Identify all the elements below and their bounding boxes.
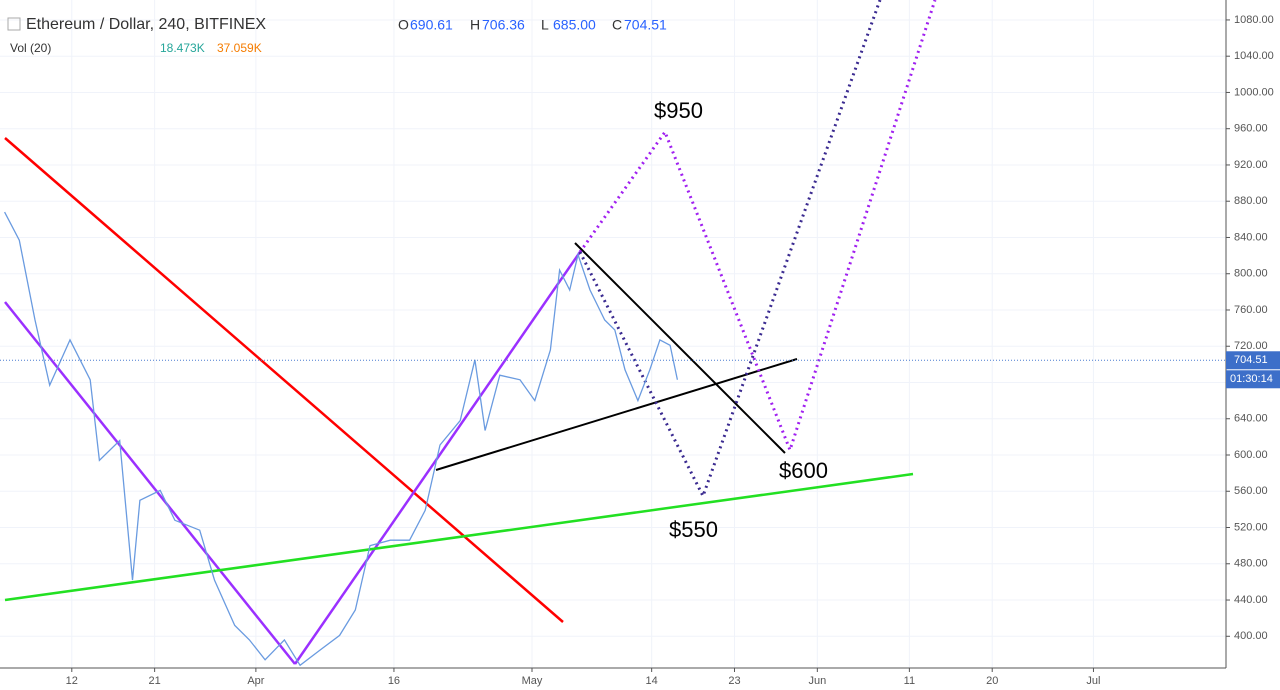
ohlc-label: C [612,17,622,33]
y-tick-label: 480.00 [1234,558,1268,570]
symbol: Ethereum / Dollar, 240, BITFINEX [26,16,266,33]
y-tick-label: 1040.00 [1234,50,1274,62]
y-tick-label: 920.00 [1234,159,1268,171]
y-tick-label: 440.00 [1234,594,1268,606]
y-tick-label: 880.00 [1234,195,1268,207]
price-line [4,211,679,667]
countdown: 01:30:14 [1230,373,1273,385]
annotation: $550 [669,517,718,542]
x-tick-label: 23 [728,675,740,687]
y-tick-label: 1000.00 [1234,86,1274,98]
x-tick-label: May [522,675,543,687]
trend-line [435,358,798,471]
ohlc-value: 690.61 [410,17,453,33]
x-tick-label: Jul [1086,675,1100,687]
x-tick-label: Apr [247,675,264,687]
plot [0,211,1226,667]
projection [578,0,937,455]
y-tick-label: 400.00 [1234,630,1268,642]
x-tick-label: 20 [986,675,998,687]
projection [578,0,882,500]
y-tick-label: 600.00 [1234,449,1268,461]
volume-value: 18.473K [160,41,205,55]
last-price-label: 704.51 [1234,354,1268,366]
ohlc-label: H [470,17,480,33]
ohlc-label: L [541,17,549,33]
y-tick-label: 960.00 [1234,123,1268,135]
volume-value: 37.059K [217,41,262,55]
trend-line [4,137,564,623]
trend-line [574,242,786,454]
ohlc-value: 685.00 [553,17,596,33]
y-tick-label: 640.00 [1234,413,1268,425]
countdown-box [1226,370,1280,389]
y-tick-label: 800.00 [1234,268,1268,280]
ohlc-value: 704.51 [624,17,667,33]
ohlc-value: 706.36 [482,17,525,33]
y-tick-label: 560.00 [1234,485,1268,497]
trend-line [4,301,296,665]
annotation: $600 [779,458,828,483]
y-tick-label: 840.00 [1234,231,1268,243]
trend-line [4,472,914,602]
icon[interactable] [7,17,21,31]
annotation: $950 [654,98,703,123]
x-tick-label: 16 [388,675,400,687]
x-tick-label: 12 [66,675,78,687]
x-tick-label: Jun [808,675,826,687]
last-price-box [1226,351,1280,370]
volume-label: Vol (20) [10,41,51,55]
x-tick-label: 11 [904,675,915,687]
y-tick-label: 520.00 [1234,521,1268,533]
x-tick-label: 14 [646,675,658,687]
y-tick-label: 1080.00 [1234,14,1274,26]
x-tick-label: 21 [149,675,161,687]
y-tick-label: 720.00 [1234,340,1268,352]
ohlc-label: O [398,17,409,33]
grid [0,0,1226,668]
y-tick-label: 760.00 [1234,304,1268,316]
